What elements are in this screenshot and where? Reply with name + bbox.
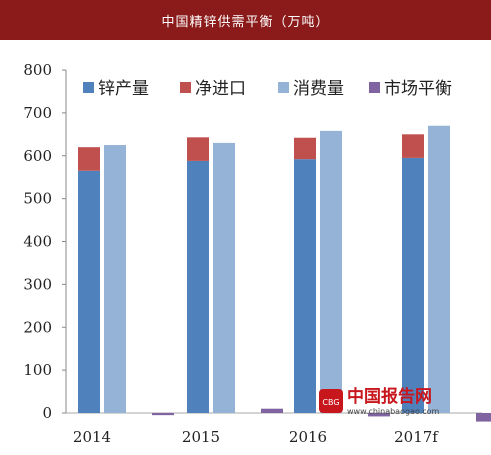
legend-label: 净进口 bbox=[195, 79, 246, 99]
bar-market-balance bbox=[476, 413, 491, 422]
bar-net-import bbox=[78, 147, 100, 171]
legend-swatch bbox=[278, 82, 289, 93]
bars bbox=[78, 125, 491, 422]
bar-consumption bbox=[213, 142, 235, 413]
bar-market-balance bbox=[261, 408, 283, 413]
bar-net-import bbox=[402, 134, 424, 158]
bar-market-balance bbox=[368, 413, 390, 417]
y-tick-label: 300 bbox=[23, 275, 52, 293]
y-tick-label: 600 bbox=[23, 147, 52, 165]
bar-consumption bbox=[320, 130, 342, 413]
chart-title-bar: 中国精锌供需平衡（万吨） bbox=[0, 0, 491, 40]
y-tick-label: 800 bbox=[23, 61, 52, 79]
bar-consumption bbox=[104, 145, 126, 413]
legend-swatch bbox=[369, 82, 380, 93]
x-tick-label: 2016 bbox=[289, 428, 327, 446]
y-tick-label: 500 bbox=[23, 190, 52, 208]
legend-swatch bbox=[83, 82, 94, 93]
x-axis-labels: 2014 2015 2016 2017f bbox=[73, 428, 439, 446]
watermark-name: 中国报告网 bbox=[347, 386, 432, 407]
legend-label: 锌产量 bbox=[98, 79, 149, 99]
y-tick-label: 400 bbox=[23, 233, 52, 251]
legend: 锌产量 净进口 消费量 市场平衡 bbox=[83, 79, 452, 99]
watermark: CBG 中国报告网 www.chinabaogao.com bbox=[319, 386, 440, 416]
watermark-url: www.chinabaogao.com bbox=[347, 407, 440, 416]
y-tick-label: 100 bbox=[23, 361, 52, 379]
bar-zinc-production bbox=[187, 160, 209, 413]
bar-consumption bbox=[428, 125, 450, 414]
bar-zinc-production bbox=[78, 170, 100, 413]
legend-label: 市场平衡 bbox=[384, 79, 452, 99]
y-tick-label: 0 bbox=[42, 404, 52, 422]
bar-zinc-production bbox=[294, 159, 316, 413]
x-tick-label: 2014 bbox=[73, 428, 111, 446]
y-tick-label: 700 bbox=[23, 104, 52, 122]
bar-net-import bbox=[294, 137, 316, 160]
bar-net-import bbox=[187, 137, 209, 161]
x-tick-label: 2017f bbox=[394, 428, 439, 446]
bar-zinc-production bbox=[402, 157, 424, 413]
x-tick-label: 2015 bbox=[182, 428, 220, 446]
y-tick-label: 200 bbox=[23, 318, 52, 336]
legend-swatch bbox=[180, 82, 191, 93]
legend-label: 消费量 bbox=[293, 79, 344, 99]
y-axis: 0 100 200 300 400 500 600 700 800 bbox=[23, 61, 482, 422]
chart-title: 中国精锌供需平衡（万吨） bbox=[161, 14, 330, 30]
watermark-logo-icon bbox=[319, 389, 343, 413]
bar-market-balance bbox=[152, 413, 174, 416]
watermark-logo-text: CBG bbox=[322, 398, 339, 407]
